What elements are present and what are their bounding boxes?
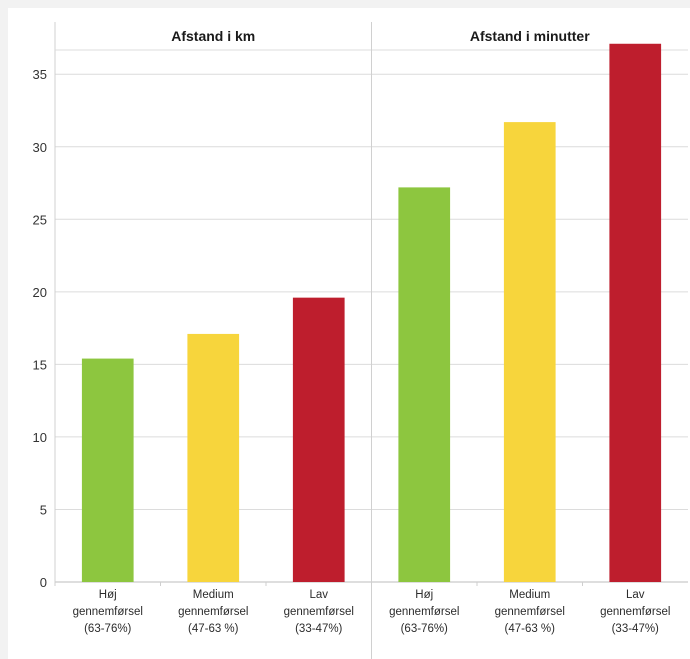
category-label: Lav (309, 589, 328, 601)
category-label: Høj (415, 589, 433, 601)
category-label: gennemførsel (389, 606, 459, 618)
labels: 0 5 10 15 20 25 30 35 Afstand i km Høj gennemførse… (33, 28, 671, 635)
category-label: Høj (99, 589, 117, 601)
bar (292, 297, 345, 582)
category-label: Medium (509, 589, 550, 601)
category-label: (33-47%) (295, 623, 342, 635)
y-tick-label: 25 (33, 212, 47, 227)
y-tick-label: 20 (33, 285, 47, 300)
category-label: gennemførsel (495, 606, 565, 618)
y-tick-label: 30 (33, 140, 47, 155)
panel-title: Afstand i km (171, 28, 255, 44)
bar (503, 122, 556, 582)
category-label: (63-76%) (84, 623, 131, 635)
category-label: gennemførsel (600, 606, 670, 618)
category-label: gennemførsel (284, 606, 354, 618)
axes (54, 22, 688, 659)
category-label: Lav (626, 589, 645, 601)
category-label: gennemførsel (178, 606, 248, 618)
category-label: (47-63 %) (505, 623, 556, 635)
category-label: (63-76%) (401, 623, 448, 635)
bar (187, 333, 240, 582)
bar (609, 43, 662, 582)
y-tick-label: 15 (33, 357, 47, 372)
category-label: gennemførsel (73, 606, 143, 618)
y-tick-label: 0 (40, 575, 47, 590)
category-label: (33-47%) (612, 623, 659, 635)
y-tick-label: 35 (33, 67, 47, 82)
panel-title: Afstand i minutter (470, 28, 590, 44)
category-label: Medium (193, 589, 234, 601)
y-tick-label: 5 (40, 502, 47, 517)
category-label: (47-63 %) (188, 623, 239, 635)
y-tick-label: 10 (33, 430, 47, 445)
bar (398, 187, 451, 582)
bar (81, 358, 134, 582)
bars (81, 43, 662, 582)
